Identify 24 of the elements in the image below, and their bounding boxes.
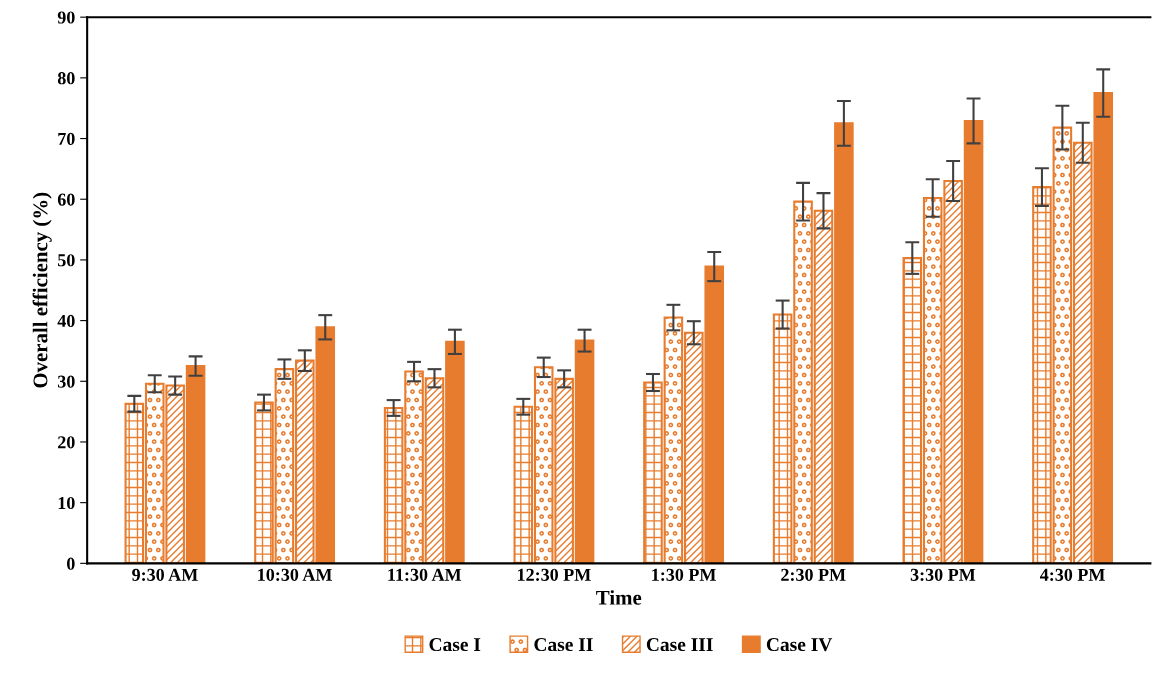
x-tick-label: 2:30 PM — [781, 568, 846, 581]
y-tick-label: 50 — [58, 254, 75, 267]
y-tick-label: 10 — [58, 496, 75, 510]
x-tick-label: 12:30 PM — [518, 568, 591, 581]
y-tick-label: 30 — [57, 375, 75, 388]
x-tick-label: 1:30 PM — [652, 568, 716, 581]
legend-label: Case III — [646, 638, 713, 652]
x-axis-title: Time — [596, 590, 642, 605]
x-tick-label: 10:30 AM — [258, 568, 332, 581]
y-tick-label: 0 — [67, 557, 75, 570]
legend-label: Case I — [429, 638, 481, 652]
legend-label: Case II — [534, 638, 593, 652]
y-tick-label: 70 — [58, 132, 75, 145]
y-tick-label: 40 — [57, 314, 75, 328]
y-tick-label: 60 — [57, 193, 75, 206]
y-axis-title: Overall efficiency (%) — [32, 192, 52, 388]
y-tick-label: 80 — [57, 72, 75, 85]
y-tick-label: 90 — [57, 11, 75, 24]
y-tick-label: 20 — [58, 436, 75, 449]
x-tick-label: 3:30 PM — [910, 568, 976, 581]
x-tick-label: 9:30 AM — [132, 568, 198, 581]
x-tick-label: 4:30 PM — [1039, 568, 1105, 581]
legend-label: Case IV — [766, 638, 833, 652]
x-tick-label: 11:30 AM — [388, 568, 462, 581]
